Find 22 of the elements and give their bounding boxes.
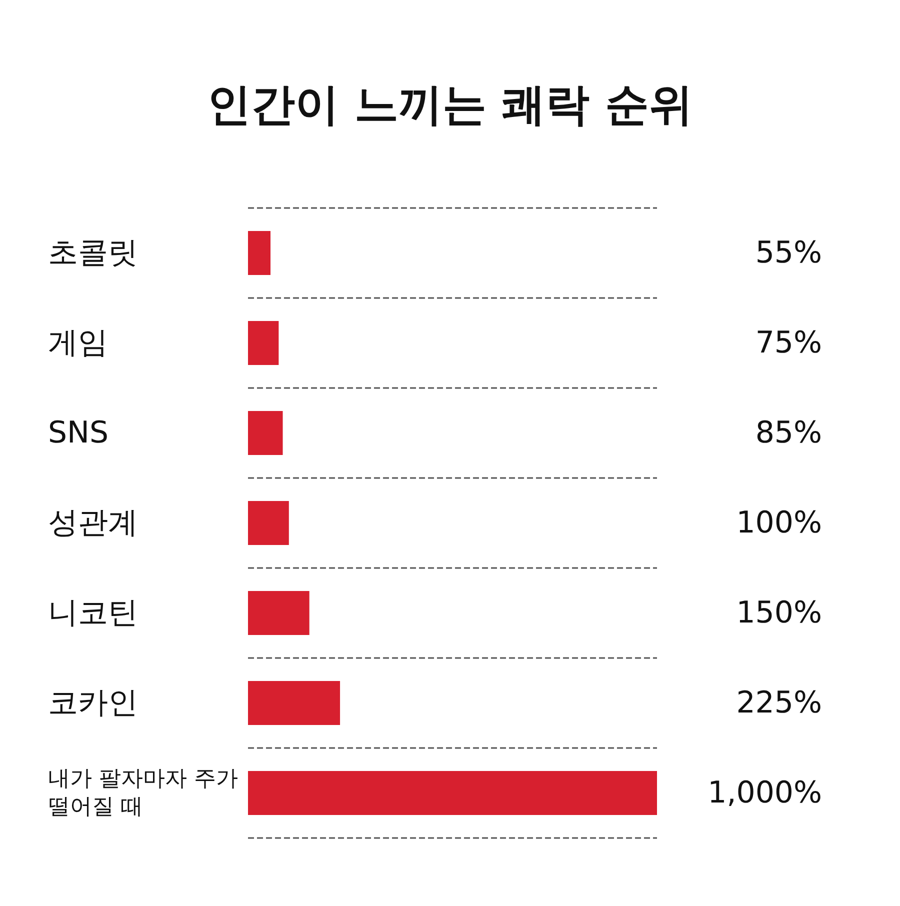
bar: [248, 501, 289, 545]
data-label: 100%: [736, 506, 822, 540]
bar: [248, 321, 279, 365]
y-tick-label: 초콜릿: [48, 236, 138, 270]
bar: [248, 231, 270, 275]
y-tick-label: 코카인: [48, 686, 138, 720]
y-tick-label: SNS: [48, 416, 109, 450]
bar: [248, 771, 657, 815]
bar: [248, 411, 283, 455]
data-label: 75%: [755, 326, 822, 360]
y-tick-label: 니코틴: [48, 596, 138, 630]
data-label: 150%: [736, 596, 822, 630]
data-label: 55%: [755, 236, 822, 270]
data-label: 225%: [736, 686, 822, 720]
y-tick-label: 성관계: [48, 506, 138, 540]
bar: [248, 591, 310, 635]
y-tick-label: 게임: [48, 326, 108, 360]
y-tick-label: 내가 팔자마자 주가 떨어질 때: [48, 766, 238, 820]
bar: [248, 681, 340, 725]
data-label: 1,000%: [708, 776, 822, 810]
data-label: 85%: [755, 416, 822, 450]
chart-title: 인간이 느끼는 쾌락 순위: [207, 80, 693, 130]
